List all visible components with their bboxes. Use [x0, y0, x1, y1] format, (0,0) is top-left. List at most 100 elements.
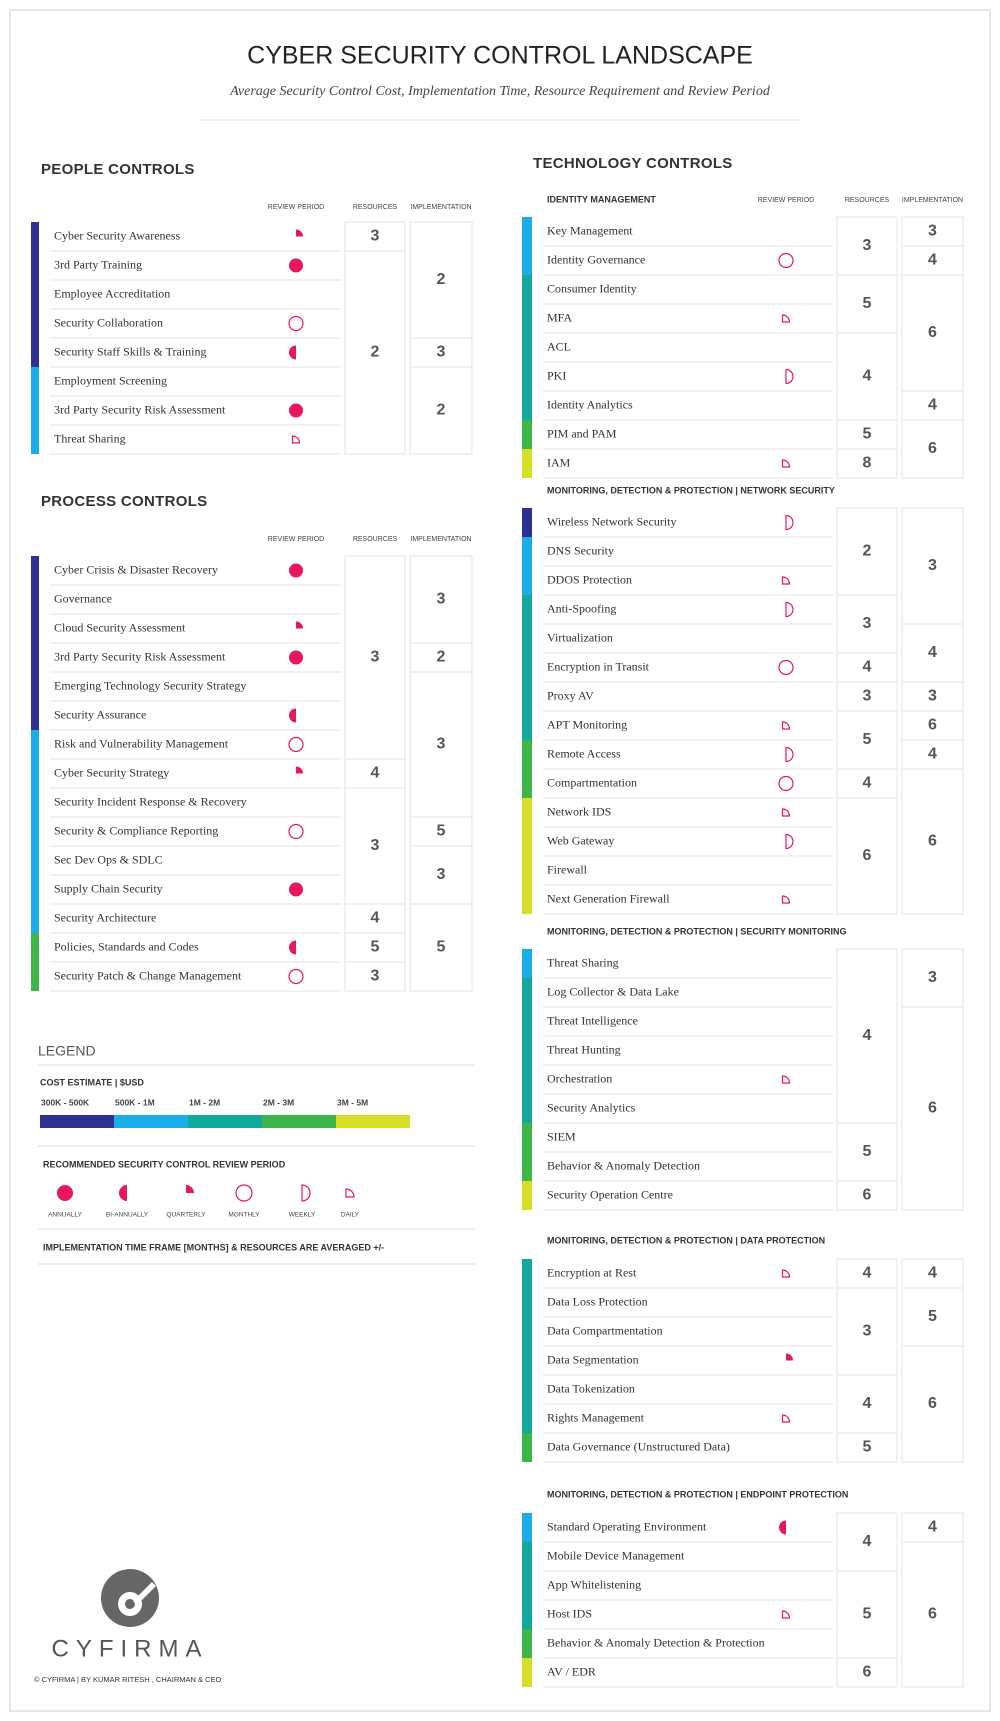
cost-bar [31, 817, 39, 846]
cost-bar [522, 333, 532, 362]
control-label: Firewall [547, 862, 588, 876]
column-header: IMPLEMENTATION [902, 197, 963, 204]
resources-value: 3 [863, 615, 872, 632]
control-label: Behavior & Anomaly Detection & Protectio… [547, 1635, 765, 1649]
control-label: Security Analytics [547, 1100, 636, 1114]
cell [836, 1122, 898, 1182]
review-icon [785, 601, 794, 618]
review-icon [779, 1520, 786, 1535]
resources-value: 3 [371, 968, 380, 985]
subtitle: Average Security Control Cost, Implement… [229, 84, 771, 99]
cost-bar [31, 643, 39, 672]
cost-bar [31, 585, 39, 614]
implementation-value: 3 [437, 344, 446, 361]
cell [836, 507, 898, 596]
review-icon [288, 315, 304, 332]
review-icon [289, 345, 296, 360]
column-header: REVIEW PERIOD [268, 204, 324, 211]
review-icon [778, 659, 794, 676]
cost-swatch [188, 1115, 262, 1128]
resources-value: 5 [371, 939, 380, 956]
control-label: APT Monitoring [547, 717, 627, 731]
cell [901, 948, 964, 1008]
control-label: Threat Intelligence [547, 1013, 638, 1027]
control-label: Security Collaboration [54, 315, 163, 329]
review-icon [345, 1188, 355, 1198]
control-label: 3rd Party Training [54, 257, 142, 271]
cost-label: 500K - 1M [115, 1097, 155, 1107]
cost-bar [522, 304, 532, 333]
cost-bar [522, 246, 532, 275]
subsection-title: MONITORING, DETECTION & PROTECTION | NET… [547, 485, 835, 495]
review-icon [786, 1353, 793, 1361]
implementation-value: 6 [928, 1606, 937, 1623]
cell [901, 1006, 964, 1211]
cell [836, 1374, 898, 1434]
control-label: Risk and Vulnerability Management [54, 736, 229, 750]
control-label: Threat Hunting [547, 1042, 621, 1056]
control-label: Data Loss Protection [547, 1294, 648, 1308]
review-icon [289, 650, 303, 665]
control-label: IAM [547, 455, 571, 469]
control-label: Governance [54, 591, 112, 605]
cost-bar [522, 566, 532, 595]
control-label: SIEM [547, 1129, 576, 1143]
legend-title: LEGEND [38, 1043, 96, 1059]
cost-bar [522, 1658, 532, 1687]
control-label: 3rd Party Security Risk Assessment [54, 402, 226, 416]
cost-bar [522, 217, 532, 246]
cell [836, 1432, 898, 1463]
review-icon [291, 435, 301, 444]
review-icon [301, 1184, 311, 1202]
resources-value: 6 [863, 1664, 872, 1681]
implementation-value: 5 [437, 823, 446, 840]
cost-label: 300K - 500K [41, 1097, 90, 1107]
cost-bar [31, 962, 39, 991]
review-icon [781, 1269, 791, 1278]
cost-bar [31, 396, 39, 425]
period-label: BI-ANNUALLY [106, 1212, 149, 1219]
column-header: RESOURCES [845, 197, 890, 204]
cost-bar [522, 1542, 532, 1571]
period-label: DAILY [341, 1212, 360, 1219]
control-label: MFA [547, 310, 572, 324]
control-label: App Whitelistening [547, 1577, 641, 1591]
review-icon [781, 721, 791, 730]
subsection-title: MONITORING, DETECTION & PROTECTION | SEC… [547, 926, 847, 936]
frame [9, 9, 991, 1712]
resources-value: 5 [863, 1439, 872, 1456]
cost-label: 3M - 5M [337, 1097, 368, 1107]
cost-bar [31, 222, 39, 251]
resources-value: 3 [371, 228, 380, 245]
cost-bar [522, 769, 532, 798]
logo [101, 1569, 159, 1627]
column-header: IMPLEMENTATION [410, 204, 471, 211]
cost-bar [522, 653, 532, 682]
control-label: Network IDS [547, 804, 611, 818]
control-label: Web Gateway [547, 833, 614, 847]
control-label: Cyber Security Strategy [54, 765, 169, 779]
cost-bar [31, 367, 39, 396]
control-label: Log Collector & Data Lake [547, 984, 679, 998]
control-label: Encryption at Rest [547, 1265, 637, 1279]
review-icon [288, 823, 304, 840]
cell [836, 419, 898, 450]
control-label: Remote Access [547, 746, 621, 760]
resources-value: 5 [863, 731, 872, 748]
cell [344, 787, 406, 905]
resources-value: 2 [371, 344, 380, 361]
implementation-value: 2 [437, 271, 446, 288]
cell [836, 216, 898, 276]
review-icon [289, 258, 303, 273]
cost-swatch [114, 1115, 188, 1128]
period-label: MONTHLY [228, 1212, 260, 1219]
control-label: Rights Management [547, 1410, 645, 1424]
cell [409, 555, 473, 644]
resources-value: 4 [863, 659, 872, 676]
cell [901, 739, 964, 770]
review-icon [296, 766, 303, 774]
cell [409, 903, 473, 992]
resources-value: 5 [863, 1606, 872, 1623]
control-label: PKI [547, 368, 566, 382]
cost-label: 2M - 3M [263, 1097, 294, 1107]
